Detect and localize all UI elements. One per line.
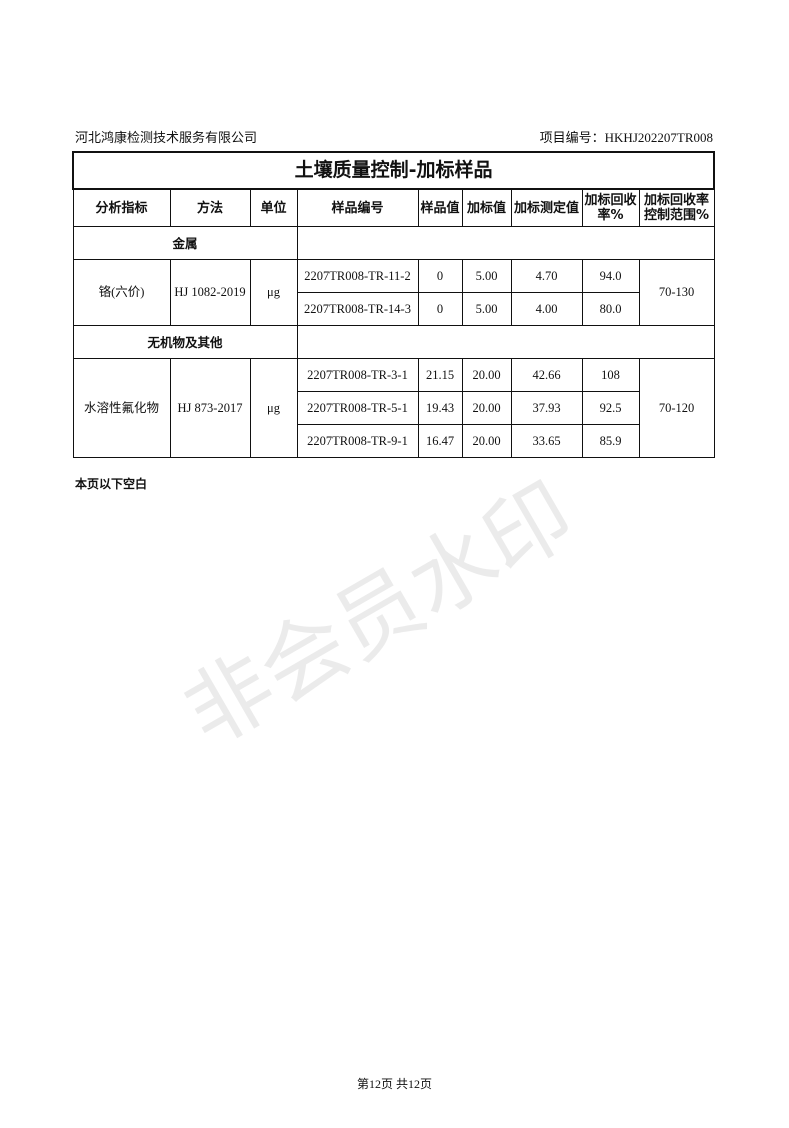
sample-id-cell: 2207TR008-TR-11-2 — [296, 259, 419, 293]
spike-value-cell: 5.00 — [461, 292, 512, 326]
sample-id-cell: 2207TR008-TR-5-1 — [296, 391, 419, 425]
spike-measured-cell: 42.66 — [510, 358, 583, 392]
category-label: 无机物及其他 — [72, 325, 298, 359]
column-header: 加标回收率控制范围% — [638, 188, 715, 227]
sample-value-cell: 0 — [417, 259, 463, 293]
method-cell: HJ 873-2017 — [169, 358, 251, 458]
analyte-cell: 水溶性氟化物 — [72, 358, 171, 458]
category-row: 金属 — [72, 226, 715, 260]
column-header: 单位 — [249, 188, 298, 227]
sample-value-cell: 16.47 — [417, 424, 463, 458]
category-label: 金属 — [72, 226, 298, 260]
table-title: 土壤质量控制-加标样品 — [71, 151, 716, 190]
column-header: 样品编号 — [296, 188, 419, 227]
table-row: 2207TR008-TR-5-1 19.43 20.00 37.93 92.5 — [73, 391, 714, 425]
column-header: 加标值 — [461, 188, 512, 227]
category-blank — [296, 226, 715, 260]
sample-id-cell: 2207TR008-TR-9-1 — [296, 424, 419, 458]
spike-measured-cell: 4.00 — [510, 292, 583, 326]
spike-value-cell: 5.00 — [461, 259, 512, 293]
spike-value-cell: 20.00 — [461, 358, 512, 392]
sample-value-cell: 0 — [417, 292, 463, 326]
spike-measured-cell: 4.70 — [510, 259, 583, 293]
recovery-cell: 108 — [581, 358, 640, 392]
recovery-cell: 94.0 — [581, 259, 640, 293]
column-header: 加标测定值 — [510, 188, 583, 227]
column-header: 分析指标 — [72, 188, 171, 227]
control-range-cell: 70-130 — [638, 259, 715, 326]
sample-id-cell: 2207TR008-TR-3-1 — [296, 358, 419, 392]
recovery-cell: 80.0 — [581, 292, 640, 326]
category-row: 无机物及其他 — [72, 325, 715, 359]
spike-value-cell: 20.00 — [461, 391, 512, 425]
method-cell: HJ 1082-2019 — [169, 259, 251, 326]
table-row: 水溶性氟化物 HJ 873-2017 μg 2207TR008-TR-3-1 21.15… — [72, 358, 715, 458]
sample-value-cell: 19.43 — [417, 391, 463, 425]
column-header: 方法 — [169, 188, 251, 227]
control-range-cell: 70-120 — [638, 358, 715, 458]
watermark: 非会员水印 — [168, 464, 591, 766]
category-blank — [296, 325, 715, 359]
unit-cell: μg — [249, 259, 298, 326]
column-header: 样品值 — [417, 188, 463, 227]
spike-measured-cell: 33.65 — [510, 424, 583, 458]
blank-note: 本页以下空白 — [75, 477, 148, 491]
column-header: 加标回收率% — [581, 188, 640, 227]
spike-value-cell: 20.00 — [461, 424, 512, 458]
analyte-cell: 铬(六价) — [72, 259, 171, 326]
recovery-cell: 85.9 — [581, 424, 640, 458]
company-name: 河北鸿康检测技术服务有限公司 — [75, 130, 258, 145]
recovery-cell: 92.5 — [581, 391, 640, 425]
spike-measured-cell: 37.93 — [510, 391, 583, 425]
sample-id-cell: 2207TR008-TR-14-3 — [296, 292, 419, 326]
project-number: 项目编号：HKHJ202207TR008 — [539, 130, 713, 145]
unit-cell: μg — [249, 358, 298, 458]
table-row: 2207TR008-TR-14-3 0 5.00 4.00 80.0 — [73, 292, 714, 326]
table-row: 铬(六价) HJ 1082-2019 μg 2207TR008-TR-11-2 0 5.0… — [72, 259, 715, 326]
page-number: 第12页 共12页 — [356, 1077, 432, 1091]
spike-sample-table: 土壤质量控制-加标样品 分析指标 方法 单位 样品编号 样品值 加标值 加标测定值 加标回收率… — [71, 151, 716, 458]
table-row: 2207TR008-TR-9-1 16.47 20.00 33.65 85.9 — [73, 424, 714, 458]
sample-value-cell: 21.15 — [417, 358, 463, 392]
